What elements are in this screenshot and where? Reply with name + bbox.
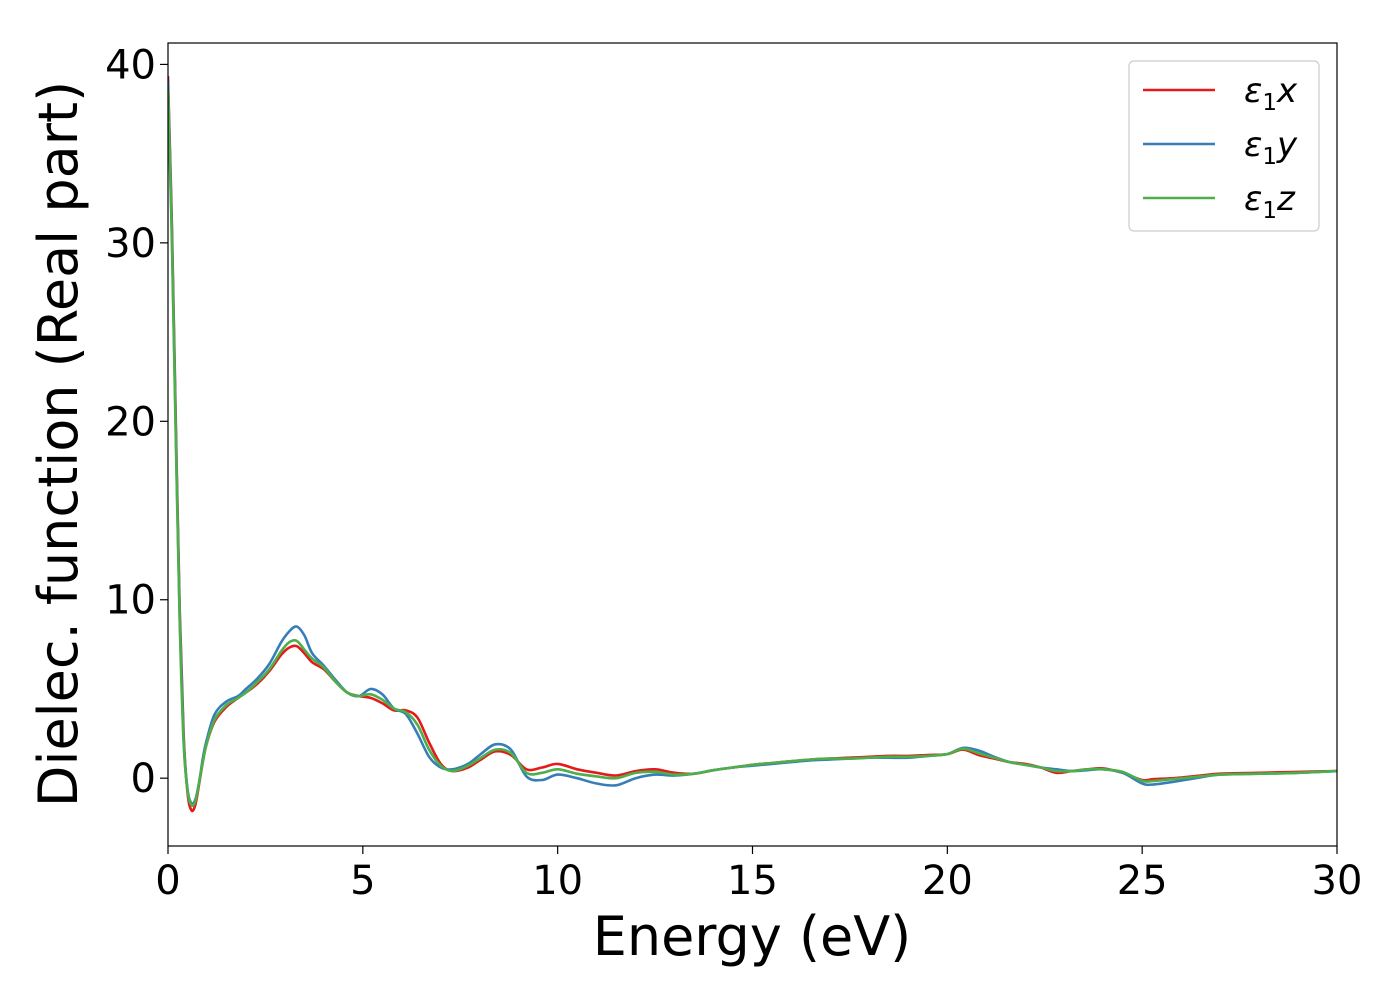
legend-label-x: ε1x [1244,71,1298,116]
legend-label-z: ε1z [1244,179,1296,224]
x-tick-label: 20 [922,858,973,904]
x-tick-label: 30 [1312,858,1363,904]
y-axis-title: Dielec. function (Real part) [27,81,90,807]
plot-frame [167,42,1338,847]
legend-frame [1128,60,1320,232]
x-tick-label: 10 [532,858,583,904]
x-tick-label: 25 [1117,858,1168,904]
x-tick-label: 15 [727,858,778,904]
legend: ε1x ε1y ε1z [1128,60,1320,232]
y-axis: 0 10 20 30 40 [105,42,168,802]
series-line-z [168,89,1337,807]
y-tick-label: 20 [105,399,156,445]
y-tick-label: 40 [105,42,156,88]
y-tick-label: 0 [131,756,156,802]
x-tick-label: 0 [155,858,180,904]
legend-label-y: ε1y [1244,125,1298,170]
series-layer [168,75,1337,813]
x-tick-label: 5 [350,858,375,904]
y-tick-label: 10 [105,578,156,624]
y-tick-label: 30 [105,221,156,267]
x-axis-title: Energy (eV) [593,905,912,968]
x-axis: 0 5 10 15 20 25 30 [155,846,1362,904]
